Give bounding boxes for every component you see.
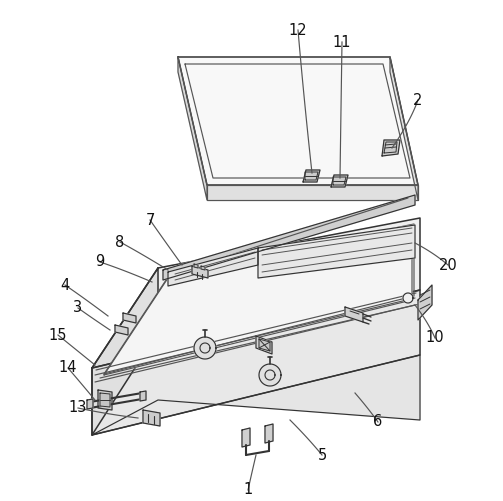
Polygon shape — [100, 393, 110, 407]
Polygon shape — [345, 307, 363, 322]
Polygon shape — [92, 218, 420, 368]
Polygon shape — [259, 339, 270, 351]
Text: 1: 1 — [243, 482, 253, 497]
Text: 2: 2 — [413, 93, 423, 108]
Text: 11: 11 — [333, 35, 351, 50]
Polygon shape — [192, 266, 208, 278]
Polygon shape — [98, 390, 112, 410]
Polygon shape — [259, 364, 281, 386]
Polygon shape — [104, 228, 412, 375]
Text: 3: 3 — [73, 301, 82, 316]
Polygon shape — [207, 185, 418, 200]
Polygon shape — [178, 57, 207, 200]
Polygon shape — [265, 424, 273, 443]
Polygon shape — [390, 57, 418, 200]
Text: 15: 15 — [49, 328, 67, 343]
Text: 7: 7 — [145, 212, 155, 227]
Polygon shape — [115, 325, 128, 335]
Text: 13: 13 — [69, 400, 87, 415]
Text: 4: 4 — [60, 278, 69, 293]
Polygon shape — [143, 410, 160, 426]
Polygon shape — [382, 140, 400, 156]
Polygon shape — [123, 313, 136, 323]
Polygon shape — [303, 170, 320, 182]
Polygon shape — [163, 195, 415, 280]
Polygon shape — [242, 428, 250, 447]
Polygon shape — [258, 225, 415, 278]
Polygon shape — [418, 285, 432, 320]
Polygon shape — [256, 336, 272, 354]
Text: 6: 6 — [373, 414, 383, 429]
Text: 20: 20 — [439, 258, 457, 273]
Text: 10: 10 — [426, 331, 444, 346]
Polygon shape — [140, 391, 146, 401]
Polygon shape — [201, 266, 205, 270]
Polygon shape — [87, 399, 93, 409]
Polygon shape — [194, 337, 216, 359]
Polygon shape — [92, 355, 420, 435]
Text: 12: 12 — [289, 23, 307, 38]
Text: 14: 14 — [59, 361, 77, 376]
Polygon shape — [194, 264, 198, 268]
Polygon shape — [403, 293, 413, 303]
Polygon shape — [92, 268, 158, 435]
Polygon shape — [92, 290, 420, 435]
Polygon shape — [168, 248, 258, 286]
Text: 8: 8 — [115, 234, 125, 249]
Polygon shape — [178, 57, 418, 185]
Text: 5: 5 — [317, 447, 326, 462]
Text: 9: 9 — [96, 255, 105, 270]
Polygon shape — [331, 175, 348, 187]
